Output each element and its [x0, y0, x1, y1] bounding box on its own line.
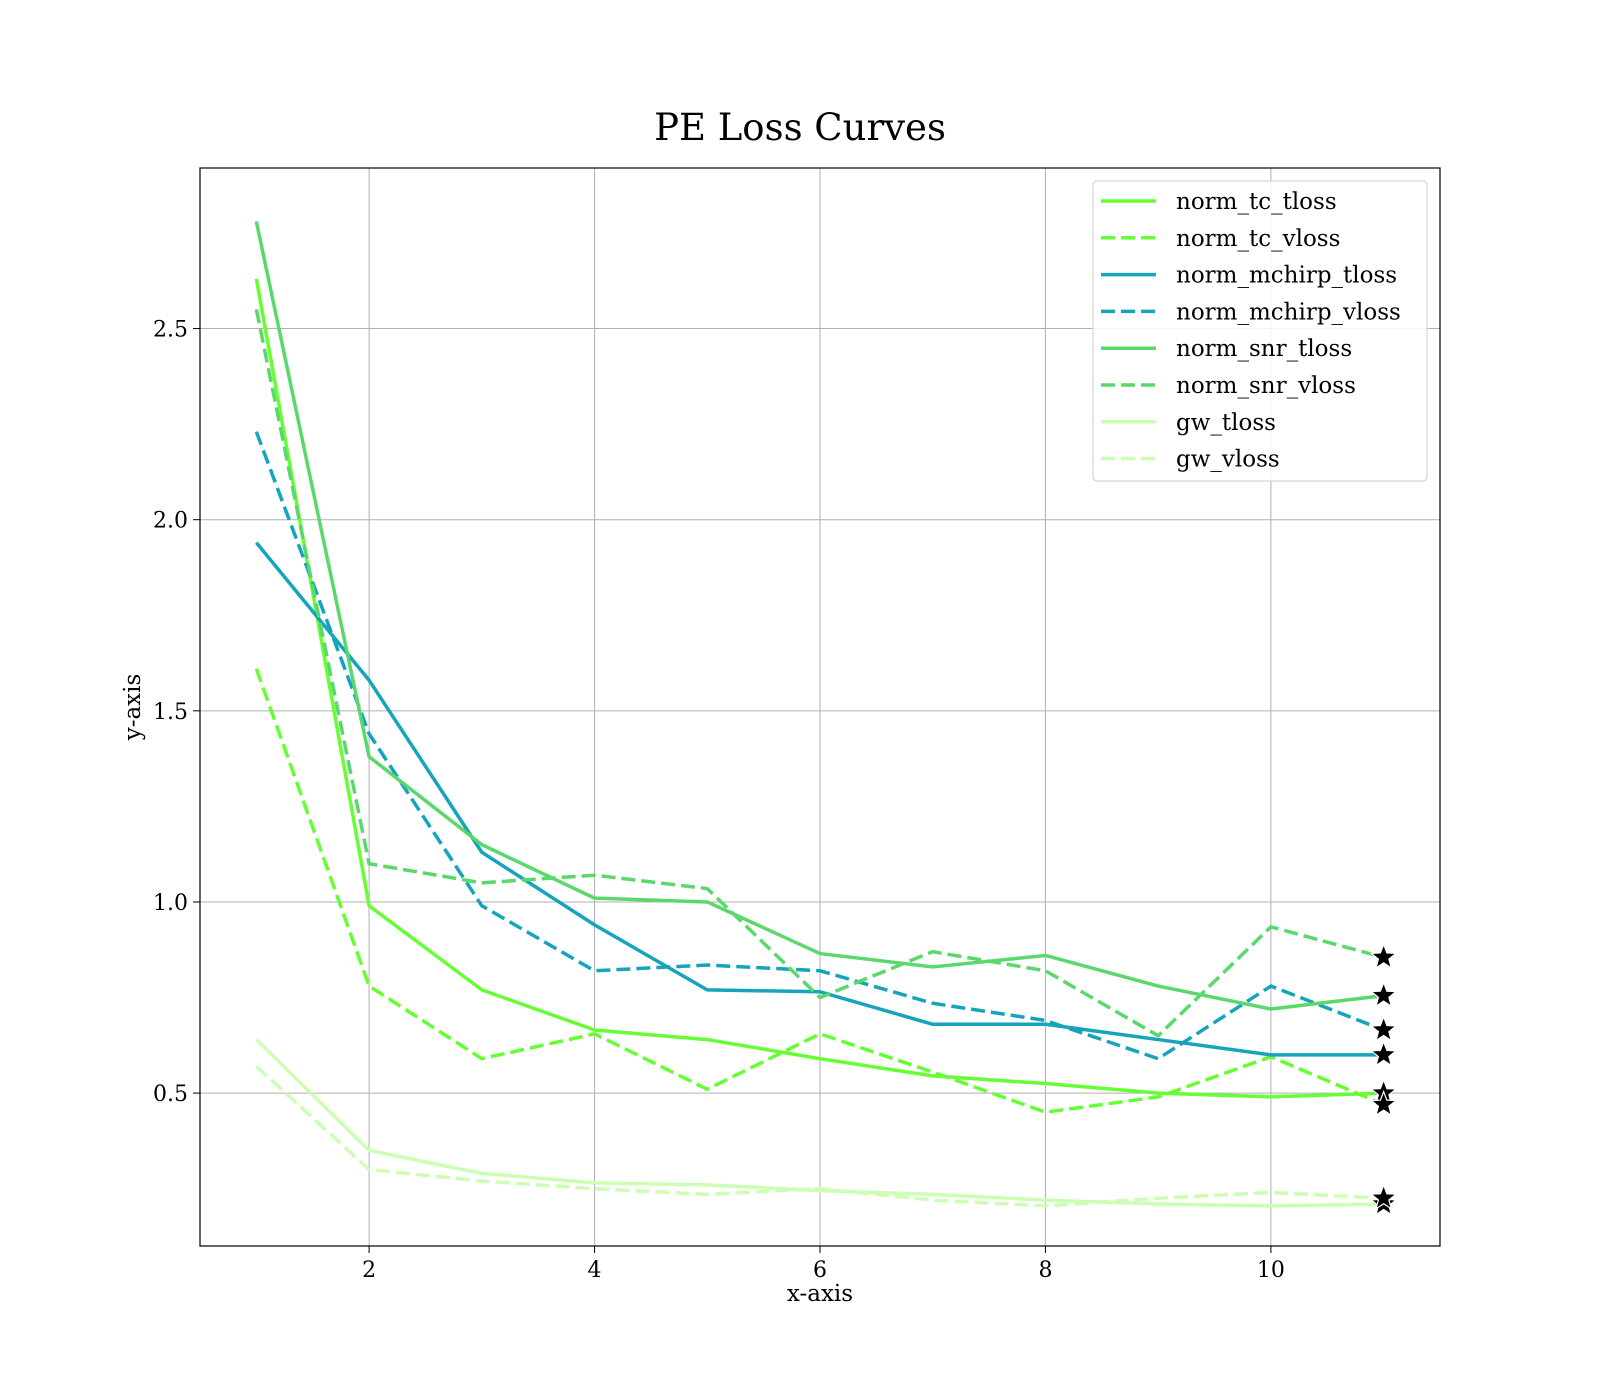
end-marker-star [1369, 980, 1398, 1008]
end-marker-star [1369, 1015, 1398, 1042]
series-line-norm_snr_tloss [254, 221, 1384, 1011]
legend-label: norm_tc_vloss [1176, 226, 1340, 252]
x-tick-label: 8 [1038, 1258, 1052, 1283]
end-marker-star [1369, 942, 1398, 970]
legend-label: norm_tc_tloss [1176, 189, 1337, 215]
legend-label: norm_snr_tloss [1176, 336, 1352, 362]
y-axis-ticks: 0.5 1.0 1.5 2.0 2.5 [153, 318, 200, 1107]
legend-label: gw_vloss [1176, 447, 1280, 473]
legend-box [1092, 180, 1428, 482]
legend: norm_tc_tloss norm_tc_vloss norm_mchirp_tl… [1092, 180, 1428, 482]
legend-label: norm_snr_vloss [1176, 373, 1356, 399]
legend-label: gw_tloss [1176, 410, 1276, 436]
series-line-norm_tc_tloss [254, 278, 1384, 1099]
x-tick-label: 4 [588, 1258, 602, 1283]
y-tick-label: 2.5 [153, 318, 188, 343]
y-tick-label: 2.0 [153, 509, 188, 534]
series-line-norm_mchirp_tloss [255, 541, 1384, 1057]
x-tick-label: 6 [813, 1258, 827, 1283]
series-line-norm_snr_vloss [254, 309, 1385, 1038]
legend-label: norm_mchirp_tloss [1176, 263, 1397, 289]
x-tick-label: 10 [1257, 1258, 1285, 1283]
legend-label: norm_mchirp_vloss [1176, 299, 1401, 325]
chart-title: PE Loss Curves [654, 106, 946, 149]
y-axis-label: y-axis [120, 674, 146, 742]
series-line-norm_tc_vloss [254, 668, 1385, 1114]
end-marker-star [1369, 1089, 1398, 1117]
series-line-norm_mchirp_vloss [254, 431, 1385, 1061]
series-lines [254, 221, 1385, 1208]
x-tick-label: 2 [362, 1258, 376, 1283]
end-marker-star [1369, 1040, 1398, 1067]
x-axis-label: x-axis [787, 1281, 853, 1307]
y-tick-label: 1.0 [153, 891, 188, 916]
series-line-gw_tloss [255, 1038, 1384, 1208]
end-markers [1369, 942, 1398, 1216]
y-tick-label: 0.5 [153, 1082, 188, 1107]
series-line-gw_vloss [255, 1065, 1384, 1208]
y-tick-label: 1.5 [153, 700, 188, 725]
x-axis-ticks: 2 4 6 8 10 [362, 1246, 1285, 1283]
end-marker-star [1369, 1183, 1398, 1211]
